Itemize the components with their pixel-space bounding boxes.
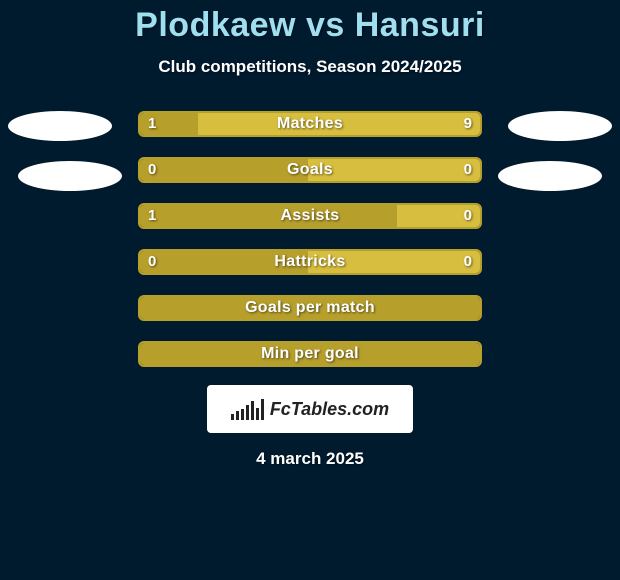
stat-label: Goals per match [138, 295, 482, 321]
page-subtitle: Club competitions, Season 2024/2025 [0, 57, 620, 77]
brand-chart-bar [256, 408, 259, 420]
brand-badge: FcTables.com [207, 385, 413, 433]
brand-chart-bar [241, 409, 244, 420]
stat-value-right: 0 [464, 157, 472, 183]
date-line: 4 march 2025 [0, 449, 620, 469]
brand-chart-bar [246, 405, 249, 420]
brand-text: FcTables.com [270, 399, 389, 420]
page-title: Plodkaew vs Hansuri [0, 6, 620, 45]
stat-label: Goals [138, 157, 482, 183]
stat-rows: Matches19Goals00Assists10Hattricks00Goal… [0, 111, 620, 367]
stat-value-left: 1 [148, 111, 156, 137]
stat-row: Goals per match [0, 295, 620, 321]
stat-row: Min per goal [0, 341, 620, 367]
brand-chart-bar [251, 401, 254, 420]
comparison-block: Matches19Goals00Assists10Hattricks00Goal… [0, 111, 620, 469]
stat-value-right: 0 [464, 203, 472, 229]
stat-value-left: 0 [148, 249, 156, 275]
brand-chart-bar [231, 414, 234, 420]
stat-row: Assists1 0 [0, 203, 620, 229]
stat-row: Hattricks0 0 [0, 249, 620, 275]
stat-value-right: 0 [464, 249, 472, 275]
stat-row: Goals0 0 [0, 157, 620, 183]
stat-label: Assists [138, 203, 482, 229]
stat-label: Min per goal [138, 341, 482, 367]
brand-chart-bar [236, 411, 239, 420]
stat-label: Hattricks [138, 249, 482, 275]
stat-label: Matches [138, 111, 482, 137]
brand-chart-bar [261, 399, 264, 420]
brand-chart-icon [231, 398, 264, 420]
stat-value-left: 1 [148, 203, 156, 229]
stat-value-right: 9 [464, 111, 472, 137]
comparison-infographic: Plodkaew vs Hansuri Club competitions, S… [0, 0, 620, 580]
stat-value-left: 0 [148, 157, 156, 183]
stat-row: Matches1 9 [0, 111, 620, 137]
